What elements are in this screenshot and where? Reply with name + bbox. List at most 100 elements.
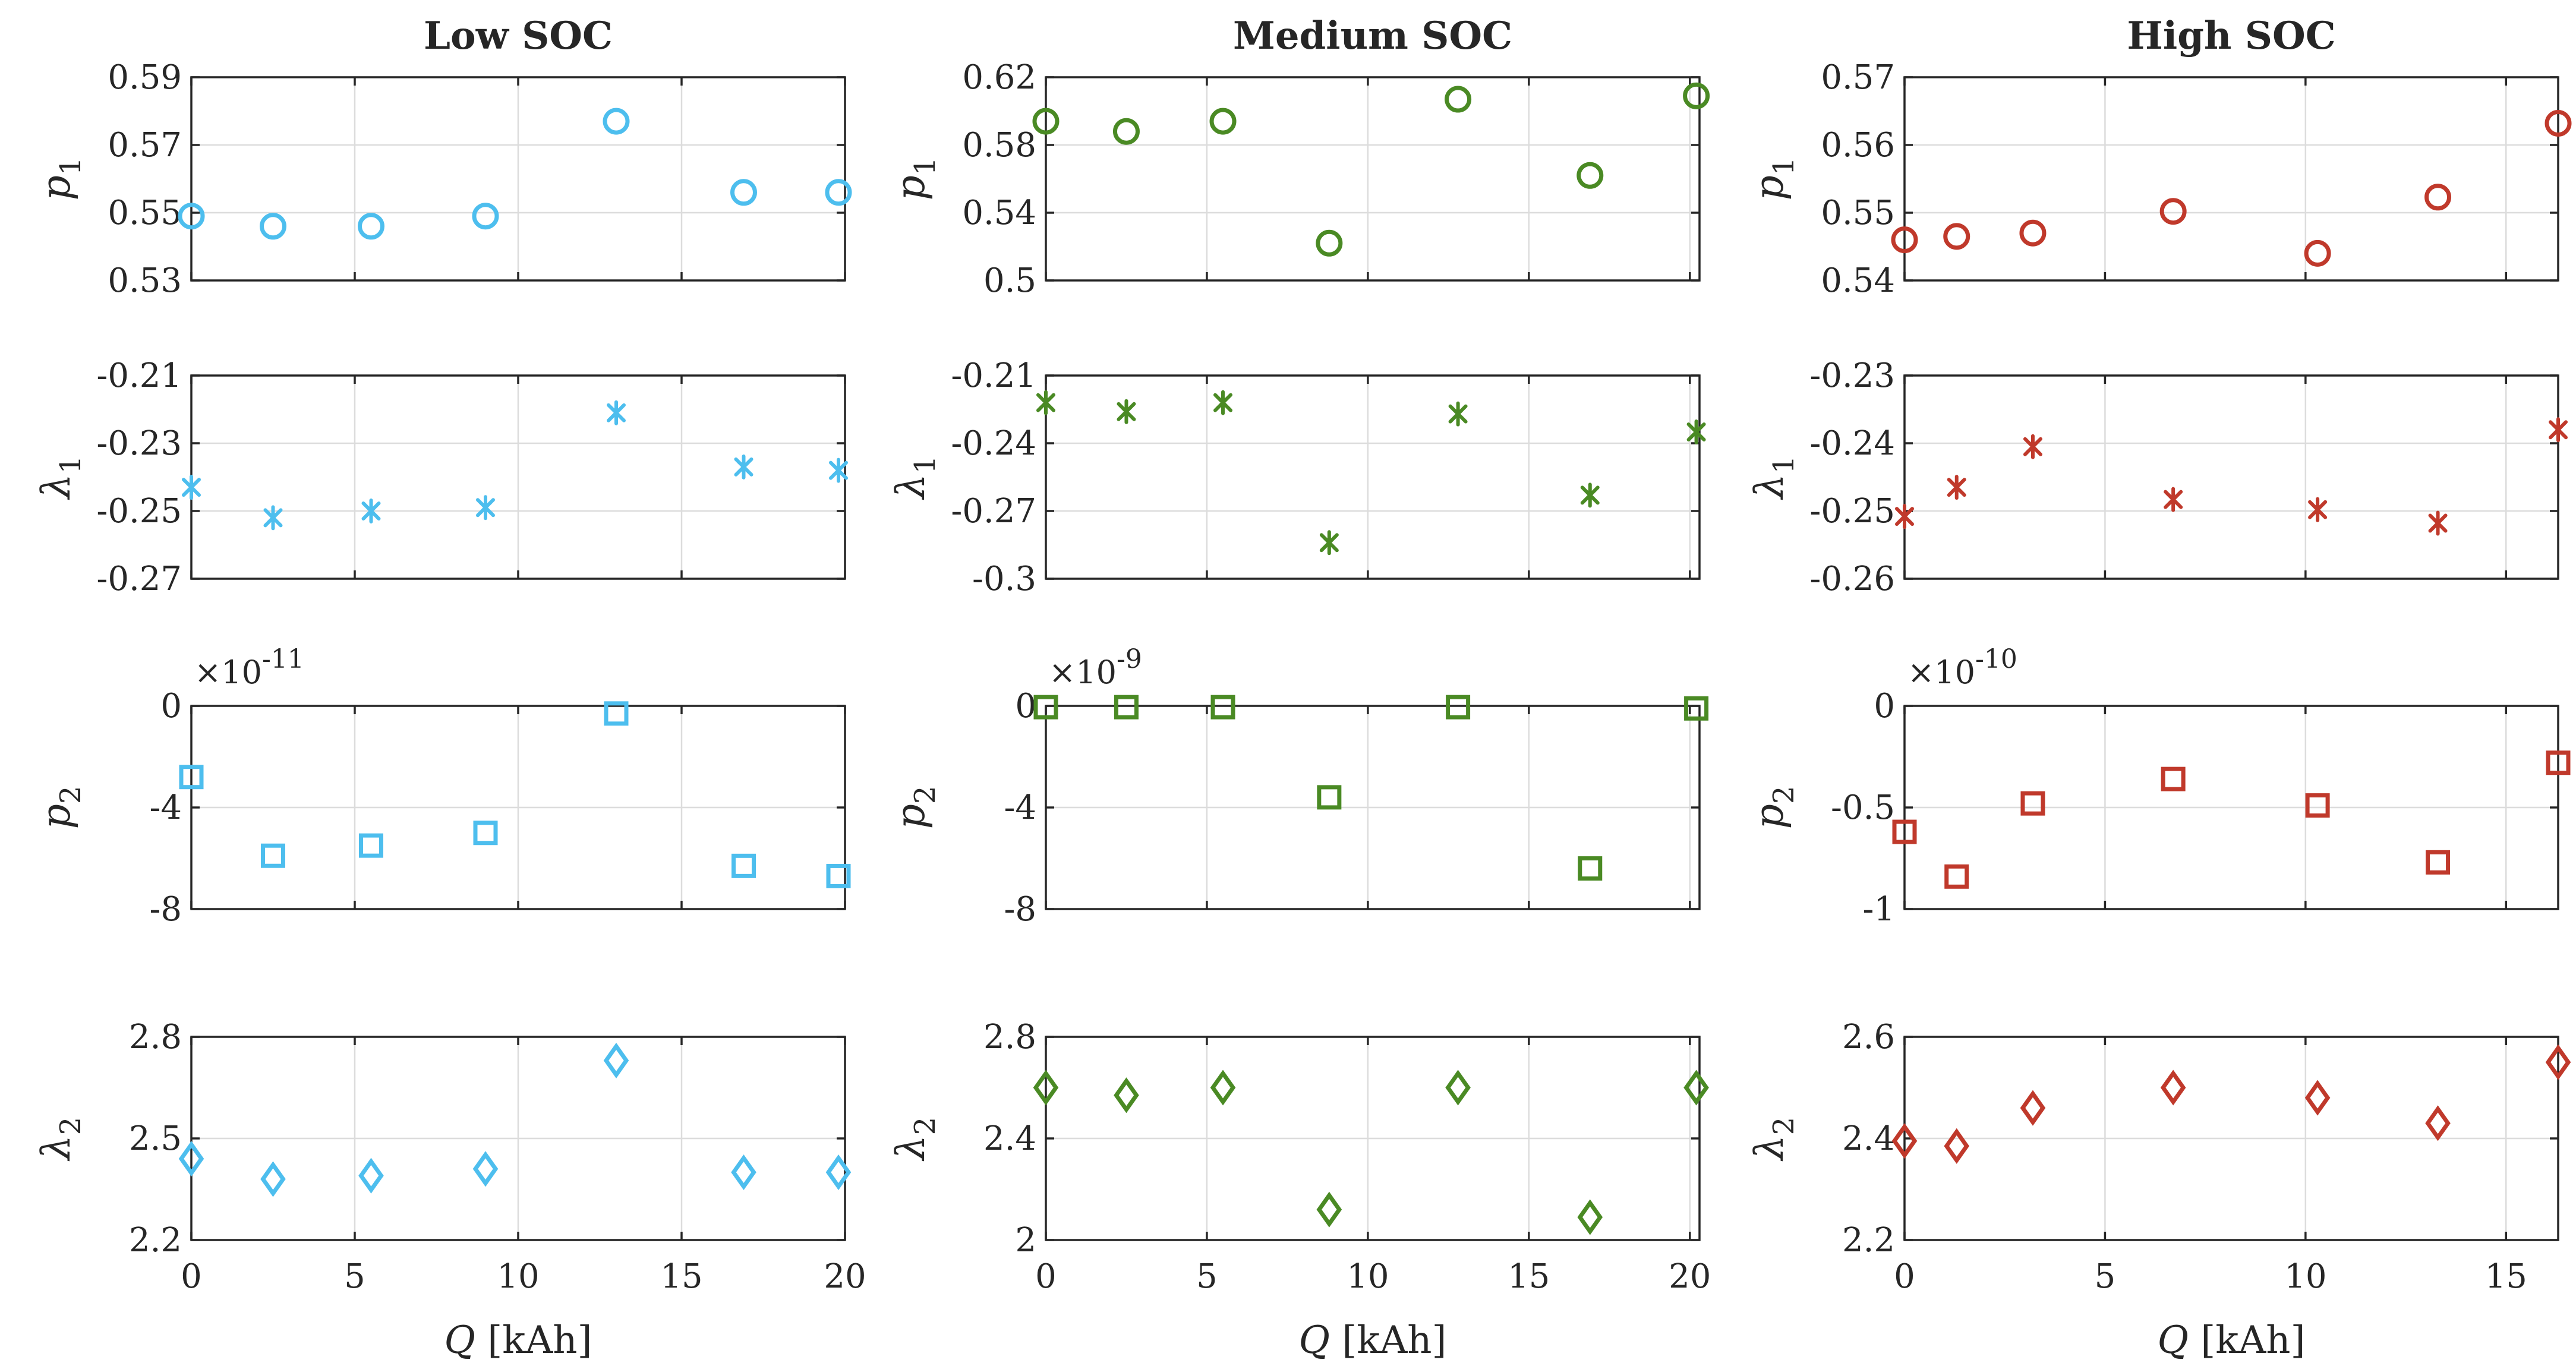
x-tick-label: 10 — [497, 1257, 539, 1296]
diamond-marker-point — [603, 1042, 629, 1078]
y-tick-label: 2.8 — [983, 1018, 1036, 1056]
y-tick-label: 0 — [160, 687, 182, 725]
asterisk-marker-point — [2308, 497, 2328, 522]
y-tick-label: -0.27 — [96, 560, 182, 598]
y-tick-label: -1 — [1862, 890, 1895, 929]
y-axis-label: p2 — [1746, 786, 1801, 829]
panel-low-p1: 0.53 0.55 0.57 0.59 Low SOC p1 — [33, 14, 852, 300]
x-tick-label: 20 — [1669, 1257, 1711, 1296]
asterisk-marker-point — [734, 454, 753, 479]
square-marker-point — [826, 863, 851, 888]
y-tick-label: -0.5 — [1831, 788, 1895, 827]
y-tick-label: -0.24 — [951, 424, 1036, 463]
circle-marker-point — [2304, 239, 2331, 267]
column-title: Low SOC — [424, 14, 613, 58]
y-tick-label: -0.25 — [1809, 492, 1895, 531]
asterisk-marker-point — [607, 400, 626, 425]
y-tick-label: -0.24 — [1809, 424, 1895, 463]
asterisk-marker-point — [1947, 475, 1966, 500]
asterisk-marker-point — [263, 505, 283, 531]
diamond-marker-point — [1445, 1070, 1471, 1106]
circle-marker-point — [2545, 110, 2572, 137]
square-marker-point — [1892, 819, 1917, 844]
y-tick-label: 2.5 — [129, 1119, 182, 1158]
square-marker-point — [2426, 850, 2451, 875]
diamond-marker-point — [472, 1151, 499, 1187]
y-tick-label: -4 — [149, 788, 182, 827]
panel-medium-p1: 0.5 0.54 0.58 0.62 Medium SOC p1 — [888, 14, 1710, 300]
x-tick-label: 5 — [1196, 1257, 1218, 1296]
y-tick-label: 0.55 — [1821, 194, 1895, 232]
axis-exponent: ×10-9 — [1049, 644, 1142, 691]
y-axis-label: p1 — [888, 157, 942, 201]
square-marker-point — [1114, 695, 1139, 720]
x-axis-label: Q [kAh] — [444, 1318, 592, 1362]
y-tick-label: -0.3 — [972, 560, 1036, 598]
y-tick-label: 0.55 — [108, 194, 182, 232]
square-marker-point — [2020, 791, 2045, 816]
circle-marker-point — [603, 108, 630, 135]
asterisk-marker-point — [1448, 401, 1468, 427]
diamond-marker-point — [1210, 1070, 1236, 1106]
asterisk-marker-point — [1895, 504, 1914, 529]
diamond-marker-point — [1316, 1191, 1342, 1228]
y-axis-label: p2 — [33, 786, 87, 829]
diamond-marker-point — [2545, 1044, 2571, 1080]
circle-marker-point — [1112, 118, 1140, 145]
x-axis-label: Q [kAh] — [2158, 1318, 2306, 1362]
x-tick-label: 5 — [2095, 1257, 2116, 1296]
square-marker-point — [2305, 793, 2330, 818]
asterisk-marker-point — [1117, 399, 1136, 424]
panel-high-l1: -0.26 -0.25 -0.24 -0.23 λ1 — [1746, 357, 2568, 598]
diamond-marker-point — [1577, 1199, 1603, 1235]
y-tick-label: 0.53 — [108, 261, 182, 300]
circle-marker-point — [1943, 223, 1970, 250]
column-title: High SOC — [2127, 14, 2335, 58]
square-marker-point — [473, 821, 498, 846]
square-marker-point — [1317, 785, 1342, 810]
y-tick-label: -0.27 — [951, 492, 1036, 531]
x-tick-label: 15 — [1508, 1257, 1550, 1296]
y-tick-label: 0 — [1015, 687, 1036, 725]
y-tick-label: -0.21 — [96, 357, 182, 395]
axes-frame — [1045, 76, 1701, 282]
y-tick-label: -0.26 — [1809, 560, 1895, 598]
square-marker-point — [1446, 695, 1471, 720]
y-tick-label: 0.59 — [108, 58, 182, 97]
square-marker-point — [604, 701, 629, 726]
y-tick-label: 2.4 — [983, 1119, 1036, 1158]
y-axis-label: p2 — [888, 786, 942, 829]
panel-low-p2: -8 -4 0 p2 ×10-11 — [33, 644, 851, 929]
axis-exponent: ×10-10 — [1907, 644, 2017, 691]
panel-medium-l2: 2 2.4 2.8 0 5 10 15 20 Q [kAh] λ2 — [888, 1018, 1711, 1362]
diamond-marker-point — [2425, 1105, 2451, 1141]
diamond-marker-point — [2020, 1090, 2046, 1126]
asterisk-marker-point — [2023, 434, 2042, 459]
x-tick-label: 10 — [1347, 1257, 1389, 1296]
diamond-marker-point — [358, 1157, 384, 1194]
y-tick-label: 0.5 — [983, 261, 1036, 300]
asterisk-marker-point — [476, 495, 495, 520]
y-axis-label: λ1 — [1746, 456, 1801, 500]
x-tick-label: 0 — [181, 1257, 202, 1296]
x-axis-label: Q [kAh] — [1299, 1318, 1447, 1362]
circle-marker-point — [1445, 86, 1472, 113]
square-marker-point — [1578, 856, 1603, 881]
y-axis-label: λ1 — [33, 456, 87, 500]
square-marker-point — [1684, 696, 1709, 721]
y-tick-label: -4 — [1004, 788, 1036, 827]
diamond-marker-point — [825, 1154, 852, 1191]
y-tick-label: -8 — [1004, 890, 1036, 929]
asterisk-marker-point — [2549, 417, 2568, 443]
asterisk-marker-point — [361, 499, 381, 523]
asterisk-marker-point — [1686, 419, 1706, 444]
square-marker-point — [1033, 695, 1058, 720]
y-tick-label: 0.57 — [108, 126, 182, 165]
circle-marker-point — [2019, 219, 2047, 247]
x-tick-label: 15 — [2485, 1257, 2527, 1296]
circle-marker-point — [1316, 229, 1343, 257]
panel-low-l1: -0.27 -0.25 -0.23 -0.21 λ1 — [33, 357, 848, 598]
y-tick-label: -0.23 — [1809, 357, 1895, 395]
y-axis-label: λ2 — [888, 1117, 942, 1162]
